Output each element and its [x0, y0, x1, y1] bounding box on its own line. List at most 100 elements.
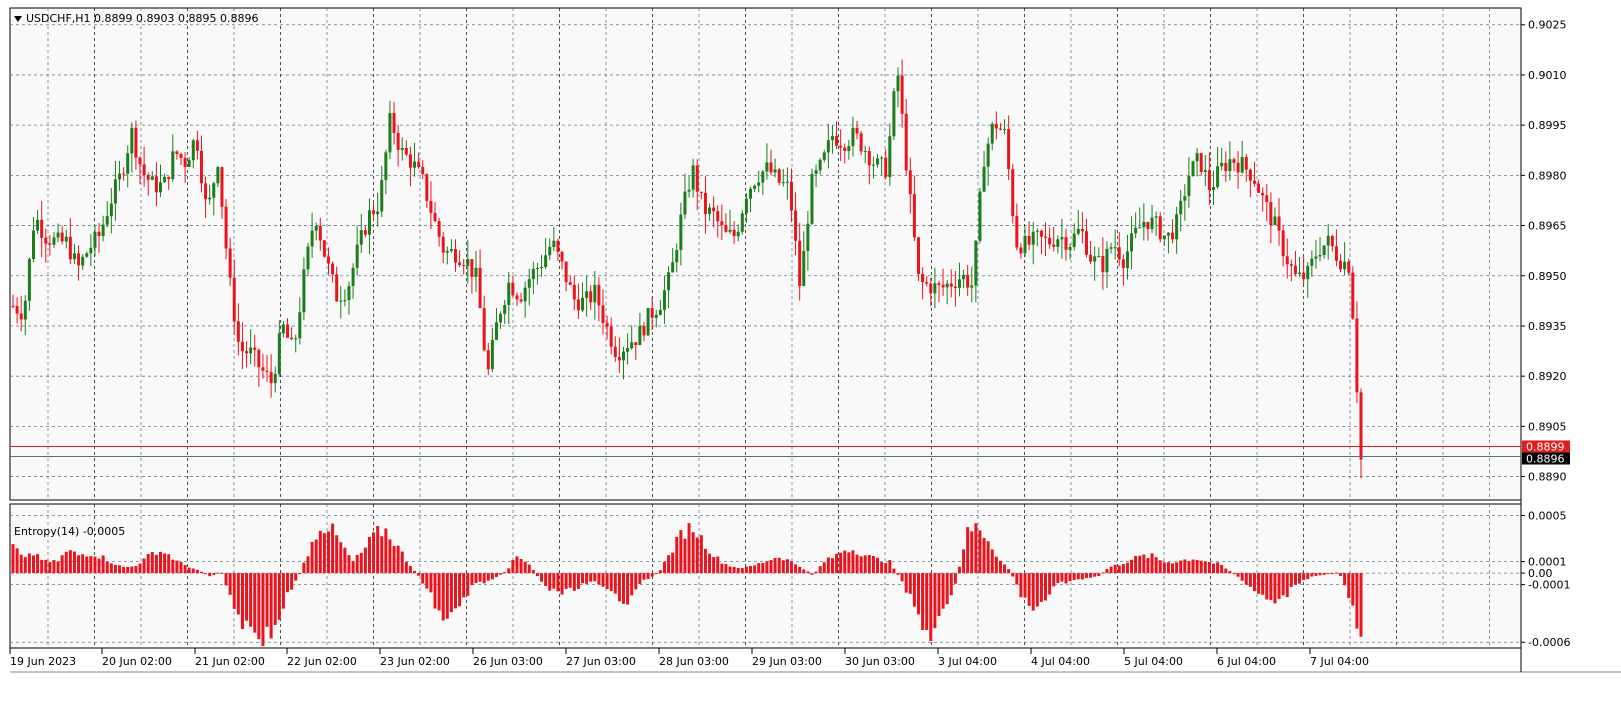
entropy-bar[interactable] — [183, 565, 187, 574]
candle-body[interactable] — [642, 325, 646, 336]
candle-body[interactable] — [769, 162, 773, 173]
entropy-bar[interactable] — [445, 573, 449, 619]
candle-body[interactable] — [970, 285, 974, 288]
entropy-bar[interactable] — [843, 550, 847, 574]
entropy-bar[interactable] — [1154, 557, 1158, 574]
entropy-bar[interactable] — [343, 547, 347, 574]
entropy-bar[interactable] — [216, 572, 220, 574]
candle-body[interactable] — [269, 371, 273, 384]
entropy-bar[interactable] — [1003, 564, 1007, 574]
candle-body[interactable] — [552, 240, 556, 247]
entropy-bar[interactable] — [1298, 573, 1302, 584]
candle-body[interactable] — [60, 232, 64, 242]
candle-body[interactable] — [785, 181, 789, 183]
entropy-bar[interactable] — [1076, 573, 1080, 580]
entropy-bar[interactable] — [52, 560, 56, 574]
candle-body[interactable] — [716, 211, 720, 222]
candle-body[interactable] — [1191, 161, 1195, 177]
candle-body[interactable] — [490, 339, 494, 370]
candle-body[interactable] — [658, 309, 662, 315]
entropy-bar[interactable] — [1162, 562, 1166, 574]
entropy-bar[interactable] — [1273, 573, 1277, 604]
entropy-bar[interactable] — [404, 561, 408, 574]
candle-body[interactable] — [1257, 183, 1261, 193]
entropy-bar[interactable] — [1044, 573, 1048, 601]
candle-body[interactable] — [72, 253, 76, 260]
entropy-bar[interactable] — [449, 573, 453, 613]
entropy-bar[interactable] — [1339, 573, 1343, 576]
candle-body[interactable] — [839, 145, 843, 148]
entropy-bar[interactable] — [454, 573, 458, 609]
entropy-bar[interactable] — [163, 553, 167, 574]
candle-body[interactable] — [953, 286, 957, 288]
entropy-bar[interactable] — [900, 573, 904, 582]
entropy-bar[interactable] — [912, 573, 916, 607]
entropy-bar[interactable] — [687, 523, 691, 574]
entropy-bar[interactable] — [699, 535, 703, 574]
entropy-bar[interactable] — [683, 538, 687, 574]
entropy-bar[interactable] — [290, 573, 294, 590]
candle-body[interactable] — [1019, 247, 1023, 254]
entropy-bar[interactable] — [560, 573, 564, 595]
entropy-bar[interactable] — [1158, 560, 1162, 574]
candle-body[interactable] — [478, 267, 482, 309]
entropy-bar[interactable] — [1031, 573, 1035, 611]
candle-body[interactable] — [187, 160, 191, 167]
candle-body[interactable] — [232, 277, 236, 322]
entropy-bar[interactable] — [1183, 559, 1187, 574]
entropy-bar[interactable] — [154, 554, 158, 574]
entropy-bar[interactable] — [1326, 573, 1330, 575]
candle-body[interactable] — [118, 173, 122, 180]
candle-body[interactable] — [765, 162, 769, 172]
candle-body[interactable] — [1322, 245, 1326, 255]
entropy-bar[interactable] — [306, 556, 310, 574]
entropy-bar[interactable] — [859, 556, 863, 574]
entropy-bar[interactable] — [318, 530, 322, 574]
candle-body[interactable] — [683, 191, 687, 215]
candle-body[interactable] — [376, 211, 380, 215]
entropy-bar[interactable] — [654, 573, 658, 575]
candle-body[interactable] — [277, 333, 281, 374]
candle-body[interactable] — [224, 206, 228, 249]
entropy-bar[interactable] — [146, 554, 150, 574]
candle-body[interactable] — [884, 157, 888, 178]
candle-body[interactable] — [1343, 261, 1347, 270]
entropy-bar[interactable] — [507, 568, 511, 574]
candle-body[interactable] — [240, 341, 244, 352]
entropy-bar[interactable] — [970, 531, 974, 574]
entropy-bar[interactable] — [1027, 573, 1031, 606]
candle-body[interactable] — [1031, 231, 1035, 245]
entropy-bar[interactable] — [1306, 573, 1310, 580]
entropy-bar[interactable] — [863, 555, 867, 574]
candle-body[interactable] — [1347, 261, 1351, 273]
entropy-bar[interactable] — [1359, 573, 1363, 637]
entropy-bar[interactable] — [384, 528, 388, 574]
entropy-bar[interactable] — [1146, 558, 1150, 574]
entropy-bar[interactable] — [171, 559, 175, 574]
entropy-bar[interactable] — [601, 573, 605, 587]
entropy-bar[interactable] — [408, 566, 412, 574]
entropy-bar[interactable] — [540, 573, 544, 582]
candle-body[interactable] — [290, 337, 294, 340]
entropy-bar[interactable] — [48, 562, 52, 574]
entropy-bar[interactable] — [462, 573, 466, 598]
candle-body[interactable] — [1314, 256, 1318, 259]
candle-body[interactable] — [466, 259, 470, 266]
candle-body[interactable] — [798, 240, 802, 287]
entropy-bar[interactable] — [839, 552, 843, 574]
entropy-bar[interactable] — [351, 561, 355, 574]
candle-body[interactable] — [1171, 232, 1175, 240]
entropy-bar[interactable] — [1347, 573, 1351, 599]
entropy-bar[interactable] — [1228, 571, 1232, 574]
candle-body[interactable] — [916, 237, 920, 274]
candle-body[interactable] — [814, 170, 818, 174]
entropy-bar[interactable] — [617, 573, 621, 602]
candle-body[interactable] — [421, 166, 425, 175]
entropy-bar[interactable] — [531, 570, 535, 574]
entropy-bar[interactable] — [1179, 560, 1183, 574]
candle-body[interactable] — [712, 207, 716, 212]
entropy-bar[interactable] — [523, 561, 527, 574]
candle-body[interactable] — [372, 210, 376, 215]
candle-body[interactable] — [1220, 162, 1224, 167]
entropy-bar[interactable] — [941, 573, 945, 609]
